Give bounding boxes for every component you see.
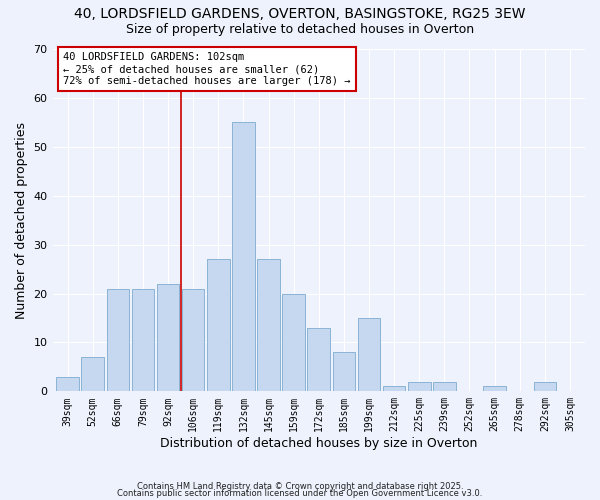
- Bar: [131, 288, 154, 392]
- Bar: [408, 382, 431, 392]
- Bar: [433, 382, 455, 392]
- Y-axis label: Number of detached properties: Number of detached properties: [15, 122, 28, 318]
- Bar: [56, 376, 79, 392]
- Bar: [182, 288, 205, 392]
- Bar: [157, 284, 179, 392]
- Bar: [283, 294, 305, 392]
- Text: 40 LORDSFIELD GARDENS: 102sqm
← 25% of detached houses are smaller (62)
72% of s: 40 LORDSFIELD GARDENS: 102sqm ← 25% of d…: [63, 52, 350, 86]
- Bar: [358, 318, 380, 392]
- Bar: [483, 386, 506, 392]
- Text: Contains HM Land Registry data © Crown copyright and database right 2025.: Contains HM Land Registry data © Crown c…: [137, 482, 463, 491]
- X-axis label: Distribution of detached houses by size in Overton: Distribution of detached houses by size …: [160, 437, 478, 450]
- Bar: [107, 288, 129, 392]
- Bar: [332, 352, 355, 392]
- Bar: [257, 260, 280, 392]
- Bar: [533, 382, 556, 392]
- Text: Size of property relative to detached houses in Overton: Size of property relative to detached ho…: [126, 22, 474, 36]
- Bar: [383, 386, 406, 392]
- Bar: [307, 328, 330, 392]
- Bar: [82, 357, 104, 392]
- Bar: [232, 122, 255, 392]
- Text: 40, LORDSFIELD GARDENS, OVERTON, BASINGSTOKE, RG25 3EW: 40, LORDSFIELD GARDENS, OVERTON, BASINGS…: [74, 8, 526, 22]
- Text: Contains public sector information licensed under the Open Government Licence v3: Contains public sector information licen…: [118, 490, 482, 498]
- Bar: [207, 260, 230, 392]
